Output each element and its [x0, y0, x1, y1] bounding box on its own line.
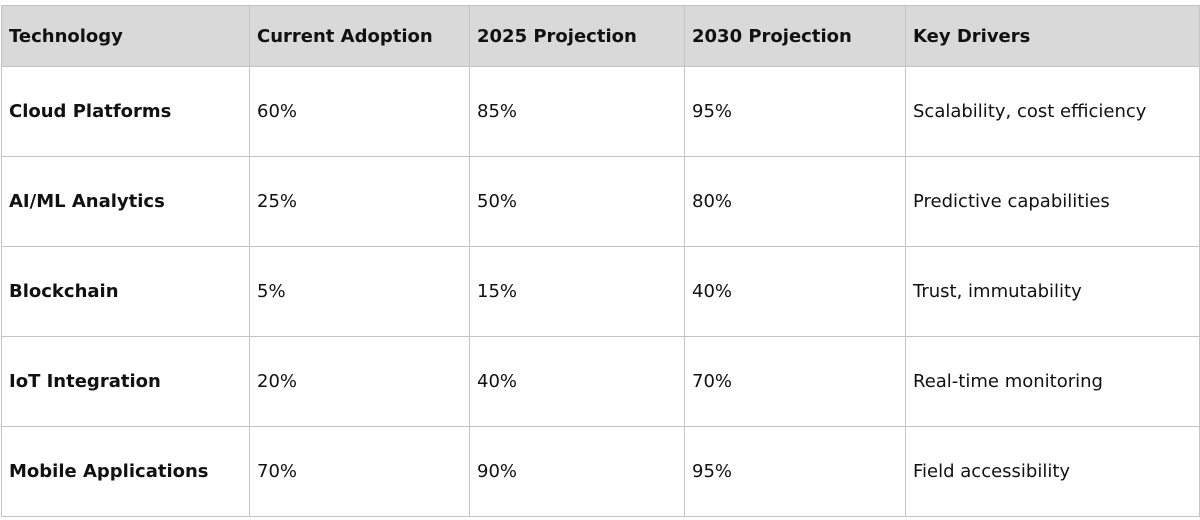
- row-label: IoT Integration: [1, 336, 250, 427]
- table-cell: Trust, immutability: [905, 246, 1200, 337]
- table-cell: 80%: [684, 156, 906, 247]
- table-head: Technology Current Adoption 2025 Projectio…: [1, 5, 1200, 67]
- header-row: Technology Current Adoption 2025 Projectio…: [1, 5, 1200, 67]
- table-cell: 20%: [249, 336, 470, 427]
- table-row: Cloud Platforms 60% 85% 95% Scalability, cos…: [1, 66, 1200, 157]
- table-cell: Field accessibility: [905, 426, 1200, 517]
- table-cell: 40%: [684, 246, 906, 337]
- table-cell: 85%: [469, 66, 685, 157]
- table-row: IoT Integration 20% 40% 70% Real-time monito…: [1, 336, 1200, 427]
- adoption-table: Technology Current Adoption 2025 Projectio…: [1, 5, 1200, 517]
- table-container: Technology Current Adoption 2025 Projectio…: [1, 5, 1200, 517]
- table-cell: 70%: [249, 426, 470, 517]
- table-row: Blockchain 5% 15% 40% Trust, immutability: [1, 246, 1200, 337]
- table-cell: Predictive capabilities: [905, 156, 1200, 247]
- row-label: Cloud Platforms: [1, 66, 250, 157]
- row-label: AI/ML Analytics: [1, 156, 250, 247]
- table-cell: 70%: [684, 336, 906, 427]
- table-cell: 60%: [249, 66, 470, 157]
- table-cell: 15%: [469, 246, 685, 337]
- table-cell: 50%: [469, 156, 685, 247]
- table-cell: Real-time monitoring: [905, 336, 1200, 427]
- header-cell: Current Adoption: [249, 5, 470, 67]
- table-row: AI/ML Analytics 25% 50% 80% Predictive capab…: [1, 156, 1200, 247]
- table-cell: 95%: [684, 66, 906, 157]
- header-cell: 2025 Projection: [469, 5, 685, 67]
- header-cell: Technology: [1, 5, 250, 67]
- table-cell: 25%: [249, 156, 470, 247]
- header-cell: 2030 Projection: [684, 5, 906, 67]
- row-label: Mobile Applications: [1, 426, 250, 517]
- table-cell: 40%: [469, 336, 685, 427]
- table-cell: 95%: [684, 426, 906, 517]
- header-cell: Key Drivers: [905, 5, 1200, 67]
- table-cell: 90%: [469, 426, 685, 517]
- row-label: Blockchain: [1, 246, 250, 337]
- table-body: Cloud Platforms 60% 85% 95% Scalability, cos…: [1, 66, 1200, 517]
- table-row: Mobile Applications 70% 90% 95% Field access…: [1, 426, 1200, 517]
- table-cell: 5%: [249, 246, 470, 337]
- table-cell: Scalability, cost efficiency: [905, 66, 1200, 157]
